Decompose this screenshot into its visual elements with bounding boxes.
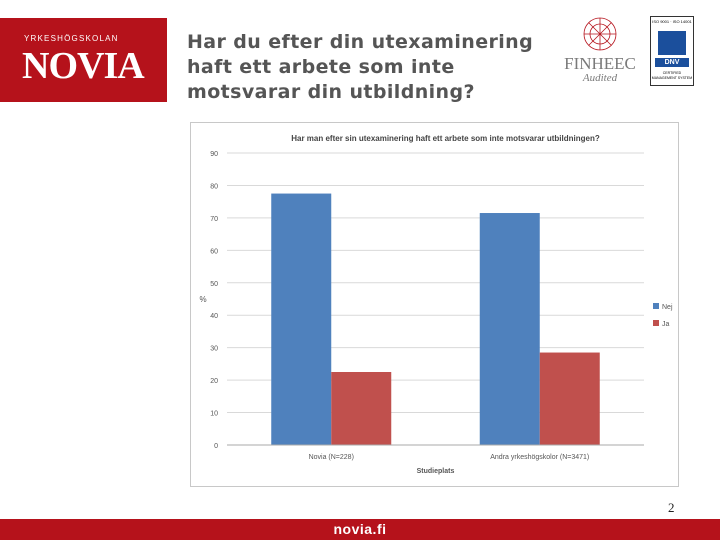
- y-tick-label: 0: [214, 443, 218, 450]
- y-axis-label: %: [199, 295, 206, 304]
- y-tick-label: 90: [210, 151, 218, 158]
- y-tick-label: 40: [210, 313, 218, 320]
- page-number: 2: [668, 500, 675, 515]
- footer-url: novia.fi: [333, 521, 387, 537]
- x-tick-label: Novia (N=228): [309, 454, 354, 461]
- dnv-iso-label: ISO 9001 · ISO 14001: [652, 19, 692, 24]
- legend-label-nej: Nej: [662, 304, 673, 311]
- y-tick-label: 10: [210, 411, 218, 418]
- title-line-2: haft ett arbete som inte: [187, 56, 455, 78]
- y-tick-label: 30: [210, 346, 218, 353]
- bar-chart: Har man efter sin utexaminering haft ett…: [199, 134, 673, 475]
- dnv-wordmark: DNV: [655, 58, 689, 67]
- logo-subtitle: YRKESHÖGSKOLAN: [24, 34, 119, 43]
- finheec-name: FINHEEC: [564, 54, 636, 73]
- chart-frame: Har man efter sin utexaminering haft ett…: [190, 122, 679, 487]
- finheec-badge: FINHEEC Audited: [556, 14, 644, 86]
- legend-label-ja: Ja: [662, 321, 670, 328]
- chart-title: Har man efter sin utexaminering haft ett…: [291, 134, 600, 143]
- y-tick-label: 20: [210, 378, 218, 385]
- y-tick-label: 80: [210, 183, 218, 190]
- bar-nej-2: [479, 213, 540, 445]
- y-tick-label: 60: [210, 248, 218, 255]
- bar-ja-2: [539, 352, 600, 445]
- finheec-audited: Audited: [582, 72, 618, 84]
- dnv-certification-badge: ISO 9001 · ISO 14001 DNV CERTIFIED MANAG…: [650, 16, 694, 86]
- legend-swatch-ja: [653, 320, 659, 326]
- finheec-emblem-icon: [583, 17, 617, 51]
- title-line-1: Har du efter din utexaminering: [187, 31, 534, 53]
- x-axis-label: Studieplats: [417, 468, 455, 475]
- y-tick-label: 70: [210, 216, 218, 223]
- title-line-3: motsvarar din utbildning?: [187, 81, 475, 103]
- bar-nej-1: [271, 193, 332, 445]
- x-tick-label: Andra yrkeshögskolor (N=3471): [490, 454, 589, 461]
- bar-ja-1: [331, 372, 392, 445]
- y-tick-label: 50: [210, 281, 218, 288]
- dnv-ship-icon: [658, 31, 686, 55]
- slide-title: Har du efter din utexaminering haft ett …: [187, 30, 557, 105]
- novia-logo: YRKESHÖGSKOLAN NOVIA: [0, 18, 167, 102]
- logo-wordmark: NOVIA: [22, 45, 145, 87]
- footer-bar: novia.fi: [0, 519, 720, 540]
- dnv-certified-label: CERTIFIED MANAGEMENT SYSTEM: [651, 71, 693, 80]
- legend-swatch-nej: [653, 303, 659, 309]
